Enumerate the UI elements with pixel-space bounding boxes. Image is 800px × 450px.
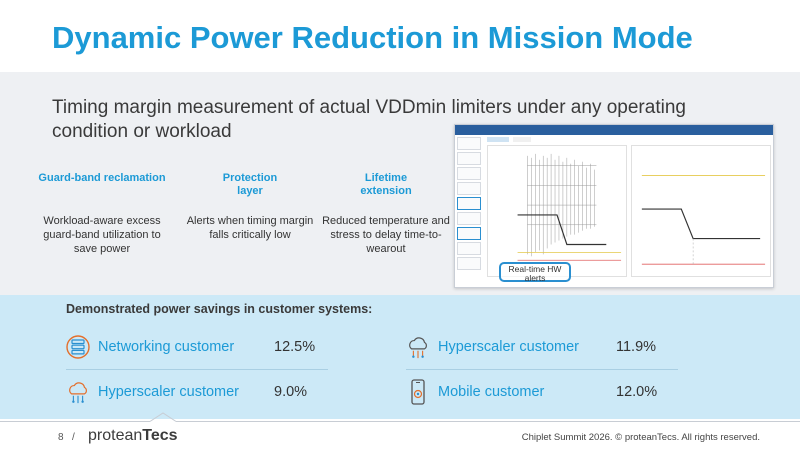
benefit-heading: Guard-band reclamation — [38, 172, 166, 184]
benefit-lifetime: Lifetime extension Reduced temperature a… — [316, 172, 456, 256]
footer-rule — [176, 421, 800, 422]
divider — [406, 369, 678, 370]
benefit-guard-band: Guard-band reclamation Workload-aware ex… — [32, 172, 172, 256]
logo-suffix: Tecs — [142, 427, 178, 444]
footer-notch — [150, 412, 176, 422]
logo-prefix: protean — [88, 427, 143, 444]
proteantecs-logo: proteanTecs — [88, 427, 178, 445]
customer-savings: 12.0% — [616, 384, 658, 400]
customer-mobile: Mobile customer 12.0% — [406, 378, 676, 408]
customer-savings: 11.9% — [616, 339, 657, 355]
cloud-icon — [69, 382, 87, 404]
mobile-phone-icon — [411, 379, 425, 405]
cloud-icon — [409, 337, 427, 359]
screenshot-plot-right — [631, 145, 771, 277]
customer-name: Networking customer — [98, 339, 235, 355]
savings-title: Demonstrated power savings in customer s… — [66, 302, 373, 316]
page-number: 8 — [58, 432, 64, 443]
savings-band — [0, 295, 800, 419]
benefit-body: Reduced temperature and stress to delay … — [322, 215, 450, 255]
slide-subtitle: Timing margin measurement of actual VDDm… — [52, 97, 686, 142]
page-separator: / — [72, 432, 75, 443]
screenshot-plot-left — [487, 145, 627, 277]
real-time-hw-alerts-callout: Real-time HW alerts — [499, 262, 571, 283]
network-server-icon — [66, 335, 90, 359]
customer-savings: 9.0% — [274, 384, 308, 400]
product-screenshot — [454, 124, 774, 288]
customer-hyperscaler-1: Hyperscaler customer 11.9% — [406, 333, 676, 363]
benefit-heading: Lifetime extension — [360, 172, 412, 197]
customer-name: Mobile customer — [438, 384, 545, 400]
customer-hyperscaler-2: Hyperscaler customer 9.0% — [66, 378, 326, 408]
screenshot-sidebar — [457, 137, 483, 285]
copyright: Chiplet Summit 2026. © proteanTecs. All … — [521, 432, 760, 443]
customer-networking: Networking customer 12.5% — [66, 333, 326, 363]
customer-savings: 12.5% — [274, 339, 316, 355]
slide-title: Dynamic Power Reduction in Mission Mode — [52, 20, 693, 55]
divider — [66, 369, 328, 370]
benefit-body: Alerts when timing margin falls critical… — [186, 215, 314, 241]
benefit-heading: Protection layer — [222, 172, 278, 197]
benefit-body: Workload-aware excess guard-band utiliza… — [43, 215, 161, 255]
benefit-protection: Protection layer Alerts when timing marg… — [180, 172, 320, 242]
customer-name: Hyperscaler customer — [98, 384, 240, 400]
footer-rule — [0, 421, 150, 422]
customer-name: Hyperscaler customer — [438, 339, 580, 355]
